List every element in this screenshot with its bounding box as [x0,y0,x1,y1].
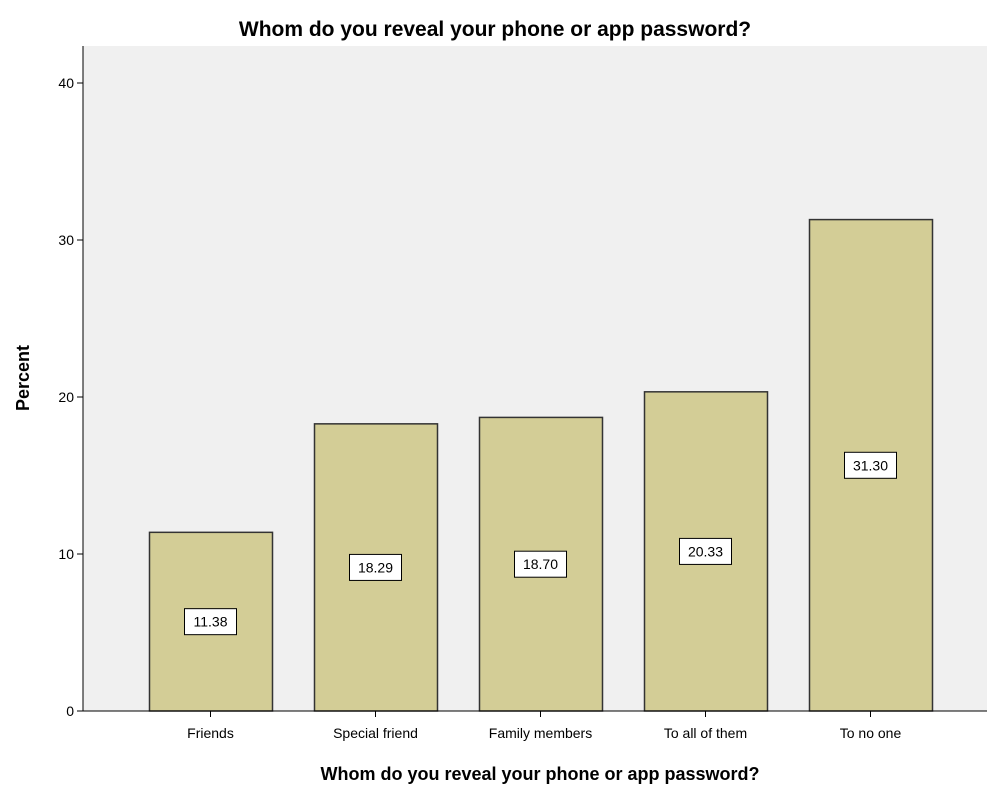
data-label-box [184,608,237,636]
x-tick-label: Family members [489,725,592,741]
data-label-box [679,537,732,565]
chart-title: Whom do you reveal your phone or app pas… [239,18,751,41]
y-tick-label: 20 [58,389,74,405]
data-labels-layer: 11.38 18.29 18.70 20.33 31.30 [184,451,897,636]
x-tick-label: Special friend [333,725,418,741]
data-label-text: 31.30 [853,457,888,473]
x-tick-label: To no one [840,725,902,741]
x-tick-label: Friends [187,725,234,741]
data-label-text: 11.38 [194,614,228,630]
y-tick-label: 10 [58,546,74,562]
data-label: 11.38 [184,608,237,636]
y-tick-label: 0 [66,703,74,719]
data-label-box [514,550,567,578]
data-label-text: 20.33 [688,543,723,559]
data-label-box [844,451,897,479]
x-axis-ticks: Friends Special friend Family members To al… [187,711,901,741]
y-tick-label: 40 [58,75,74,91]
data-label-text: 18.29 [358,559,393,575]
data-label-box [349,553,402,581]
y-tick-label: 30 [58,232,74,248]
data-label-text: 18.70 [523,556,558,572]
data-label: 18.70 [514,550,567,578]
data-label: 31.30 [844,451,897,479]
y-axis-title: Percent [13,345,33,411]
data-label: 18.29 [349,553,402,581]
x-axis-title: Whom do you reveal your phone or app pas… [320,764,759,784]
data-label: 20.33 [679,537,732,565]
x-tick-label: To all of them [664,725,747,741]
y-axis-ticks: 0 10 20 30 40 [58,75,83,719]
